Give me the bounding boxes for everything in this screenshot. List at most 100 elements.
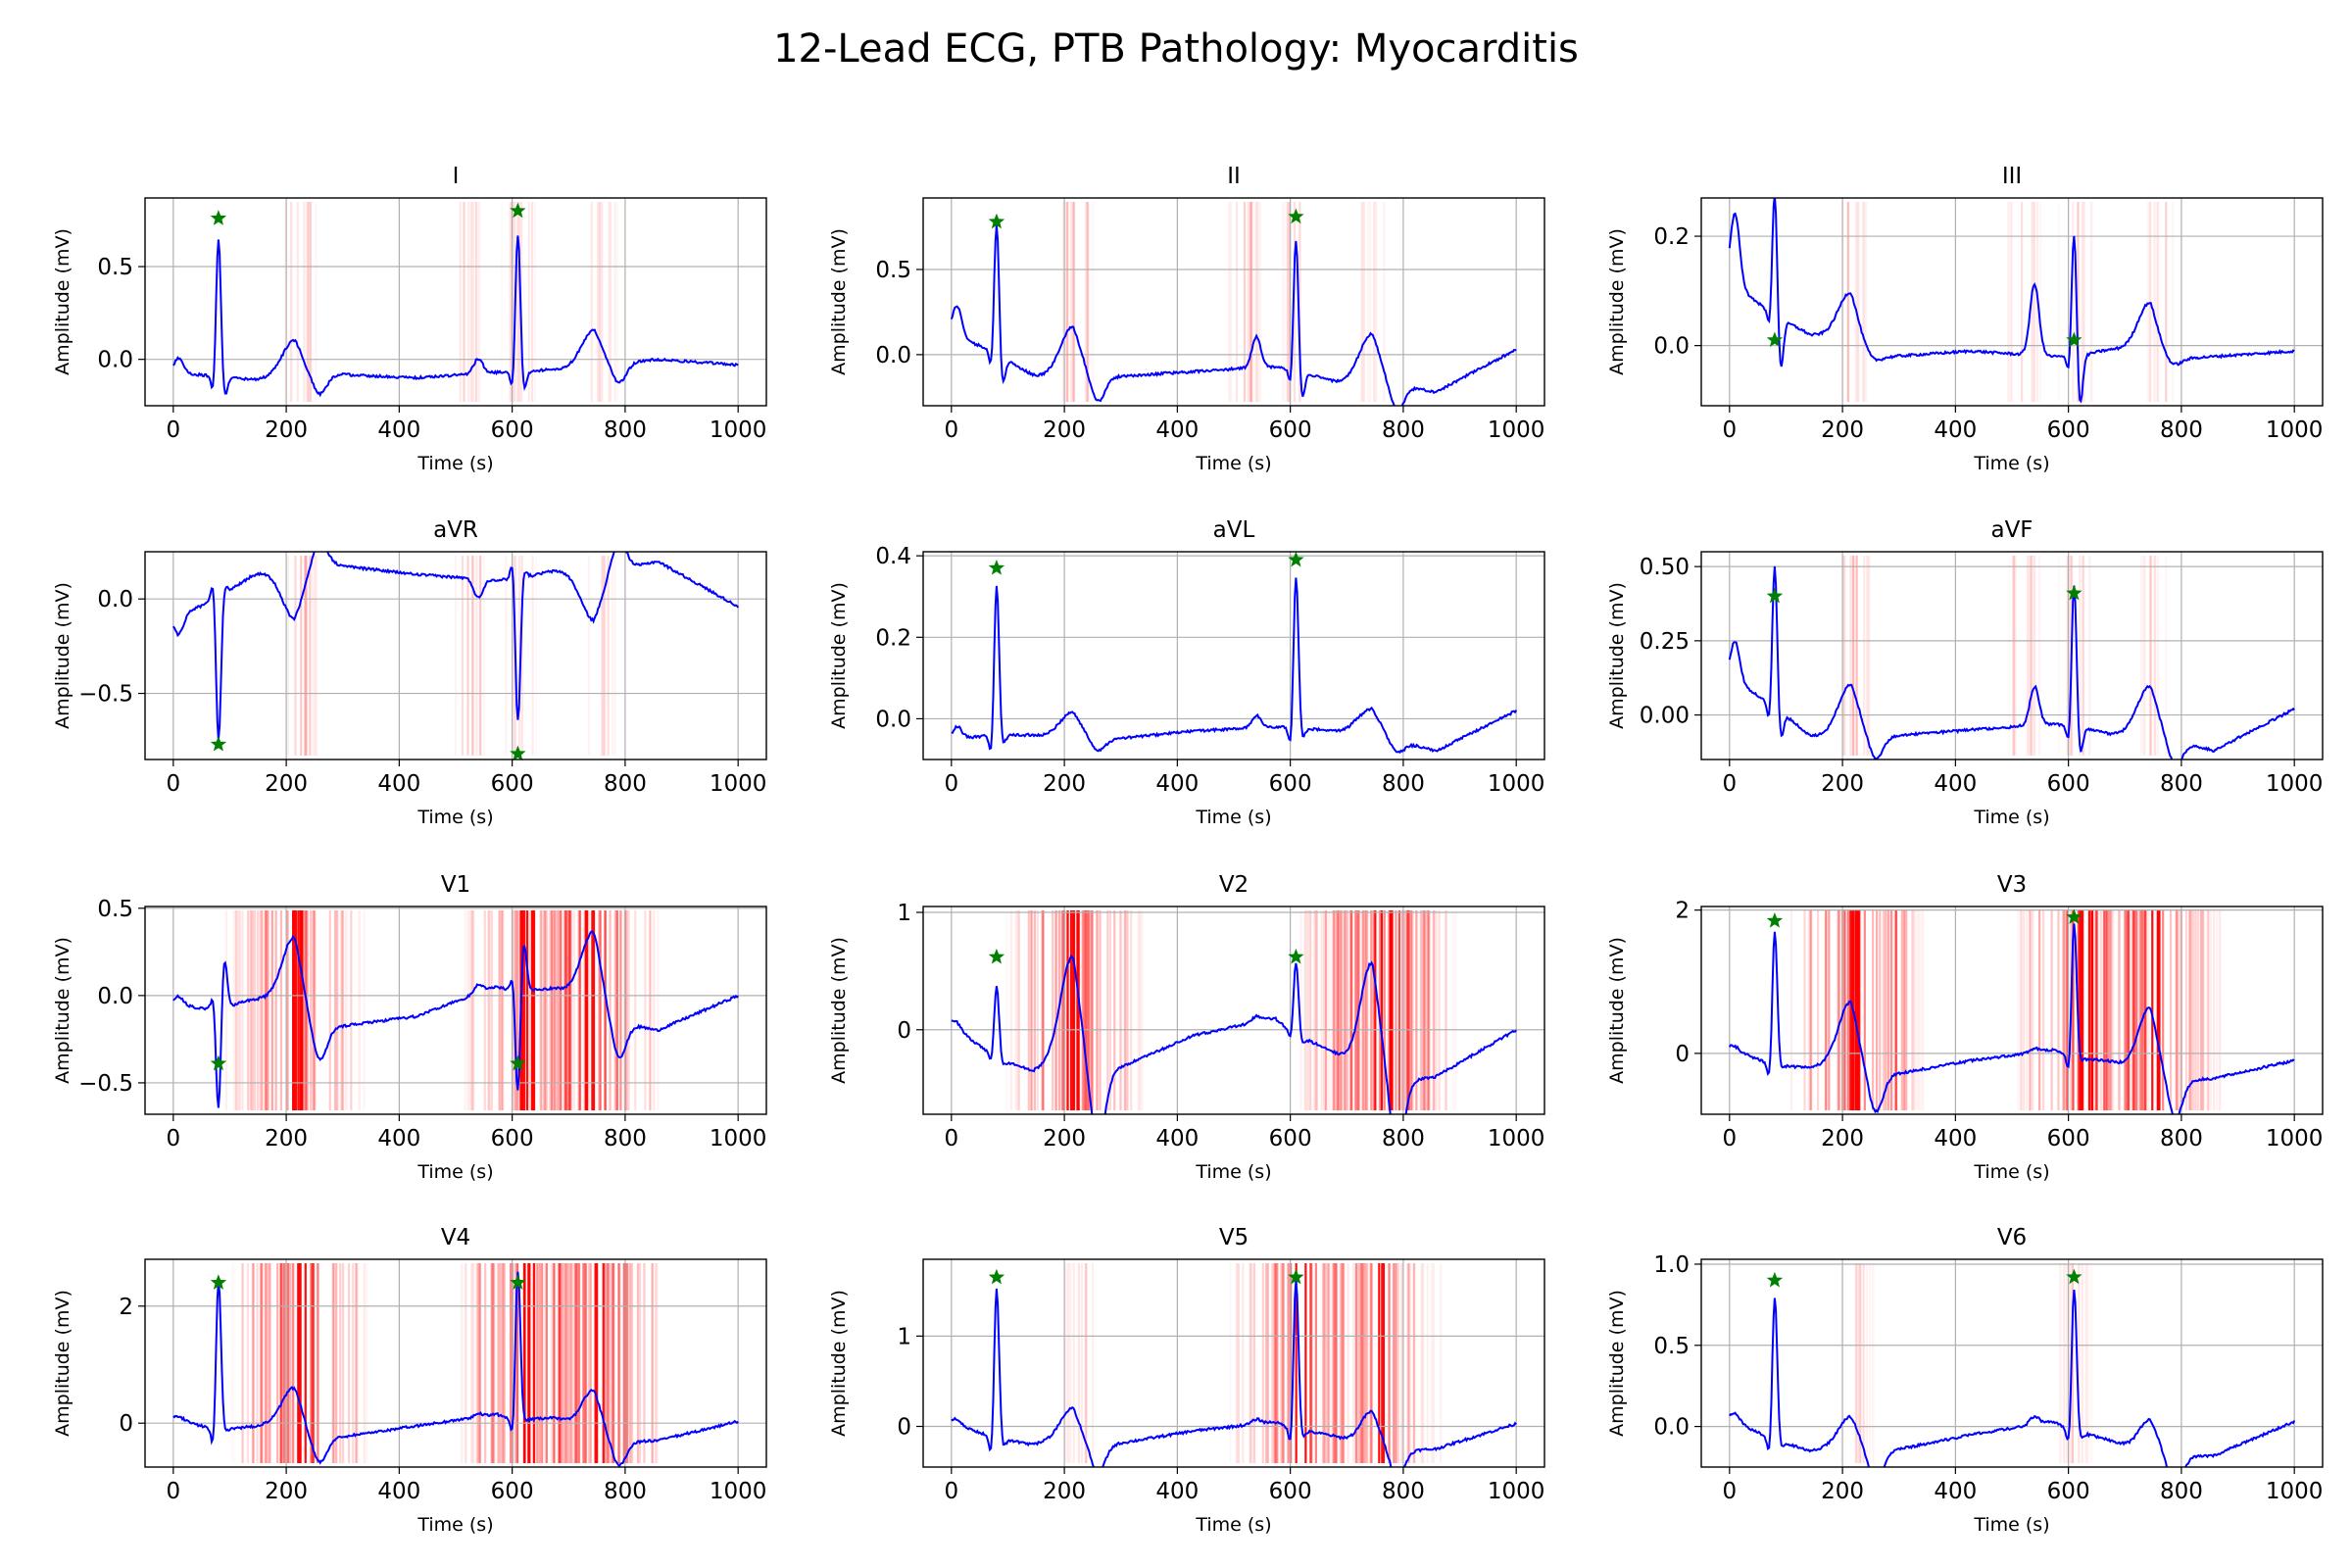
attention-band bbox=[602, 1263, 605, 1463]
attention-band bbox=[608, 202, 611, 402]
attention-band bbox=[363, 910, 366, 1110]
attention-band bbox=[335, 1263, 338, 1463]
lead-panel-III: 0 200 400 600 800 1000 0.0 0.2 III Time (s) Amplit… bbox=[1606, 164, 2324, 474]
attention-band bbox=[312, 1263, 315, 1463]
attention-band bbox=[2157, 910, 2160, 1110]
ecg-signal-line bbox=[172, 552, 740, 740]
attention-band bbox=[475, 556, 478, 756]
attention-band bbox=[2148, 202, 2151, 402]
attention-band bbox=[313, 556, 316, 756]
lead-title: aVF bbox=[1990, 517, 2033, 543]
attention-band bbox=[1338, 910, 1341, 1110]
attention-band bbox=[558, 1263, 561, 1463]
attention-band bbox=[1354, 1263, 1357, 1463]
attention-band bbox=[1069, 910, 1073, 1110]
attention-band bbox=[657, 910, 660, 1110]
y-tick-label: 0.5 bbox=[97, 255, 133, 280]
attention-band bbox=[2029, 910, 2032, 1110]
lead-title: II bbox=[1227, 164, 1241, 189]
attention-band bbox=[564, 1263, 568, 1463]
attention-band bbox=[2207, 910, 2210, 1110]
attention-band bbox=[1341, 1263, 1344, 1463]
attention-band bbox=[531, 202, 534, 402]
x-tick-label: 1000 bbox=[1488, 771, 1545, 797]
attention-band bbox=[585, 1263, 588, 1463]
ecg-signal-line bbox=[172, 1271, 739, 1467]
attention-band bbox=[612, 1263, 615, 1463]
attention-band bbox=[556, 910, 560, 1110]
attention-band bbox=[1380, 910, 1383, 1110]
attention-band bbox=[2141, 556, 2143, 756]
attention-band bbox=[1336, 910, 1340, 1110]
y-tick-label: 0.0 bbox=[97, 984, 133, 1009]
attention-band bbox=[569, 910, 572, 1110]
attention-band bbox=[1334, 910, 1337, 1110]
x-tick-label: 400 bbox=[1155, 1479, 1199, 1504]
x-tick-label: 1000 bbox=[1488, 417, 1545, 443]
attention-band bbox=[558, 910, 561, 1110]
attention-band bbox=[559, 1263, 562, 1463]
attention-band bbox=[269, 1263, 272, 1463]
peak-marker bbox=[210, 735, 227, 752]
attention-band bbox=[1789, 910, 1793, 1110]
attention-band bbox=[333, 910, 337, 1110]
attention-band bbox=[1333, 1263, 1336, 1463]
x-tick-label: 600 bbox=[1269, 1479, 1312, 1504]
attention-band bbox=[1108, 910, 1112, 1110]
attention-band bbox=[1357, 1263, 1361, 1463]
x-tick-label: 0 bbox=[1722, 771, 1737, 797]
attention-band bbox=[1065, 910, 1068, 1110]
attention-band bbox=[479, 556, 482, 756]
attention-band bbox=[1862, 556, 1866, 756]
attention-band bbox=[1426, 1263, 1429, 1463]
attention-band bbox=[564, 1263, 567, 1463]
x-tick-label: 800 bbox=[604, 1126, 647, 1152]
attention-band bbox=[2033, 202, 2035, 402]
attention-band bbox=[1816, 910, 1820, 1110]
peak-marker bbox=[988, 213, 1005, 229]
peak-marker bbox=[1288, 551, 1304, 567]
attention-band bbox=[1859, 1263, 1862, 1463]
attention-band bbox=[541, 910, 544, 1110]
y-tick-label: 0.5 bbox=[1653, 1334, 1690, 1359]
ecg-signal-line bbox=[172, 235, 739, 398]
attention-band bbox=[625, 910, 628, 1110]
attention-band bbox=[260, 1263, 263, 1463]
attention-band bbox=[1388, 1263, 1391, 1463]
attention-band bbox=[1440, 1263, 1443, 1463]
ecg-signal-line bbox=[1728, 565, 2295, 760]
x-tick-label: 200 bbox=[1821, 417, 1864, 443]
x-tick-label: 1000 bbox=[710, 771, 767, 797]
attention-band bbox=[1445, 910, 1447, 1110]
y-tick-label: 2 bbox=[119, 1295, 133, 1320]
attention-bands bbox=[1064, 1263, 1443, 1463]
attention-band bbox=[1388, 1263, 1391, 1463]
attention-band bbox=[1391, 910, 1394, 1110]
y-tick-label: 0.0 bbox=[1653, 1415, 1690, 1441]
x-tick-label: 400 bbox=[1934, 771, 1977, 797]
x-tick-label: 0 bbox=[1722, 1126, 1737, 1152]
attention-band bbox=[1866, 556, 1870, 756]
attention-band bbox=[1824, 910, 1828, 1110]
attention-band bbox=[307, 202, 310, 402]
attention-band bbox=[1910, 910, 1914, 1110]
attention-band bbox=[577, 910, 580, 1110]
attention-band bbox=[366, 1263, 368, 1463]
attention-band bbox=[474, 202, 477, 402]
attention-band bbox=[479, 556, 482, 756]
attention-band bbox=[2082, 910, 2084, 1110]
attention-band bbox=[284, 1263, 287, 1463]
attention-band bbox=[1072, 910, 1076, 1110]
attention-band bbox=[2196, 910, 2199, 1110]
attention-band bbox=[2081, 1263, 2083, 1463]
attention-band bbox=[1070, 202, 1073, 402]
attention-band bbox=[1106, 910, 1109, 1110]
lead-panel-V2: 0 200 400 600 800 1000 0 1 V2 Time (s) Amplitude (… bbox=[828, 872, 1545, 1183]
attention-band bbox=[1065, 202, 1068, 402]
attention-band bbox=[311, 556, 314, 756]
attention-band bbox=[1336, 910, 1339, 1110]
attention-band bbox=[1871, 910, 1875, 1110]
lead-title: V6 bbox=[1997, 1225, 2027, 1250]
x-tick-label: 800 bbox=[1382, 417, 1425, 443]
attention-band bbox=[1130, 910, 1133, 1110]
